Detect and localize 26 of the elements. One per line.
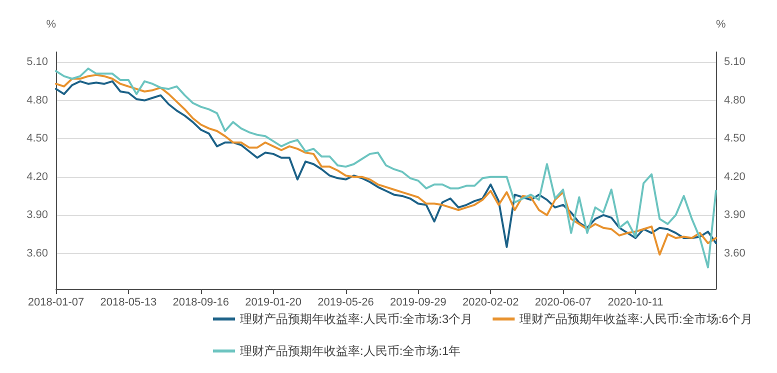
legend-label: 理财产品预期年收益率:人民币:全市场:3个月 [240,312,473,326]
x-tick-label: 2020-10-11 [608,296,664,308]
y-tick-label: 4.80 [26,94,48,106]
y2-tick-label: 3.90 [724,209,746,222]
y2-tick-label: 5.10 [724,56,746,68]
y2-tick-label: 4.50 [724,132,746,145]
y-tick-label: 4.20 [26,170,48,183]
x-tick-label: 2020-06-07 [534,296,592,308]
y-tick-label: 3.60 [26,247,48,260]
y2-axis-title: % [716,18,726,30]
x-tick-label: 2018-09-16 [172,296,230,308]
x-tick-label: 2019-05-26 [318,296,374,308]
x-tick-label: 2018-05-13 [100,296,157,308]
y-axis-title: % [46,18,56,30]
y-tick-label: 4.50 [26,132,48,145]
y-tick-label: 5.10 [26,56,48,68]
y-tick-label: 3.90 [26,209,48,222]
y2-tick-label: 4.20 [724,170,746,183]
x-tick-label: 2019-09-29 [390,296,446,308]
y2-tick-label: 3.60 [724,247,746,260]
legend-label: 理财产品预期年收益率:人民币:全市场:6个月 [520,312,752,326]
x-tick-label: 2018-01-07 [28,296,84,308]
legend-label: 理财产品预期年收益率:人民币:全市场:1年 [240,344,461,358]
x-tick-label: 2019-01-20 [245,296,302,308]
y2-tick-label: 4.80 [724,94,746,106]
x-tick-label: 2020-02-02 [462,296,519,308]
